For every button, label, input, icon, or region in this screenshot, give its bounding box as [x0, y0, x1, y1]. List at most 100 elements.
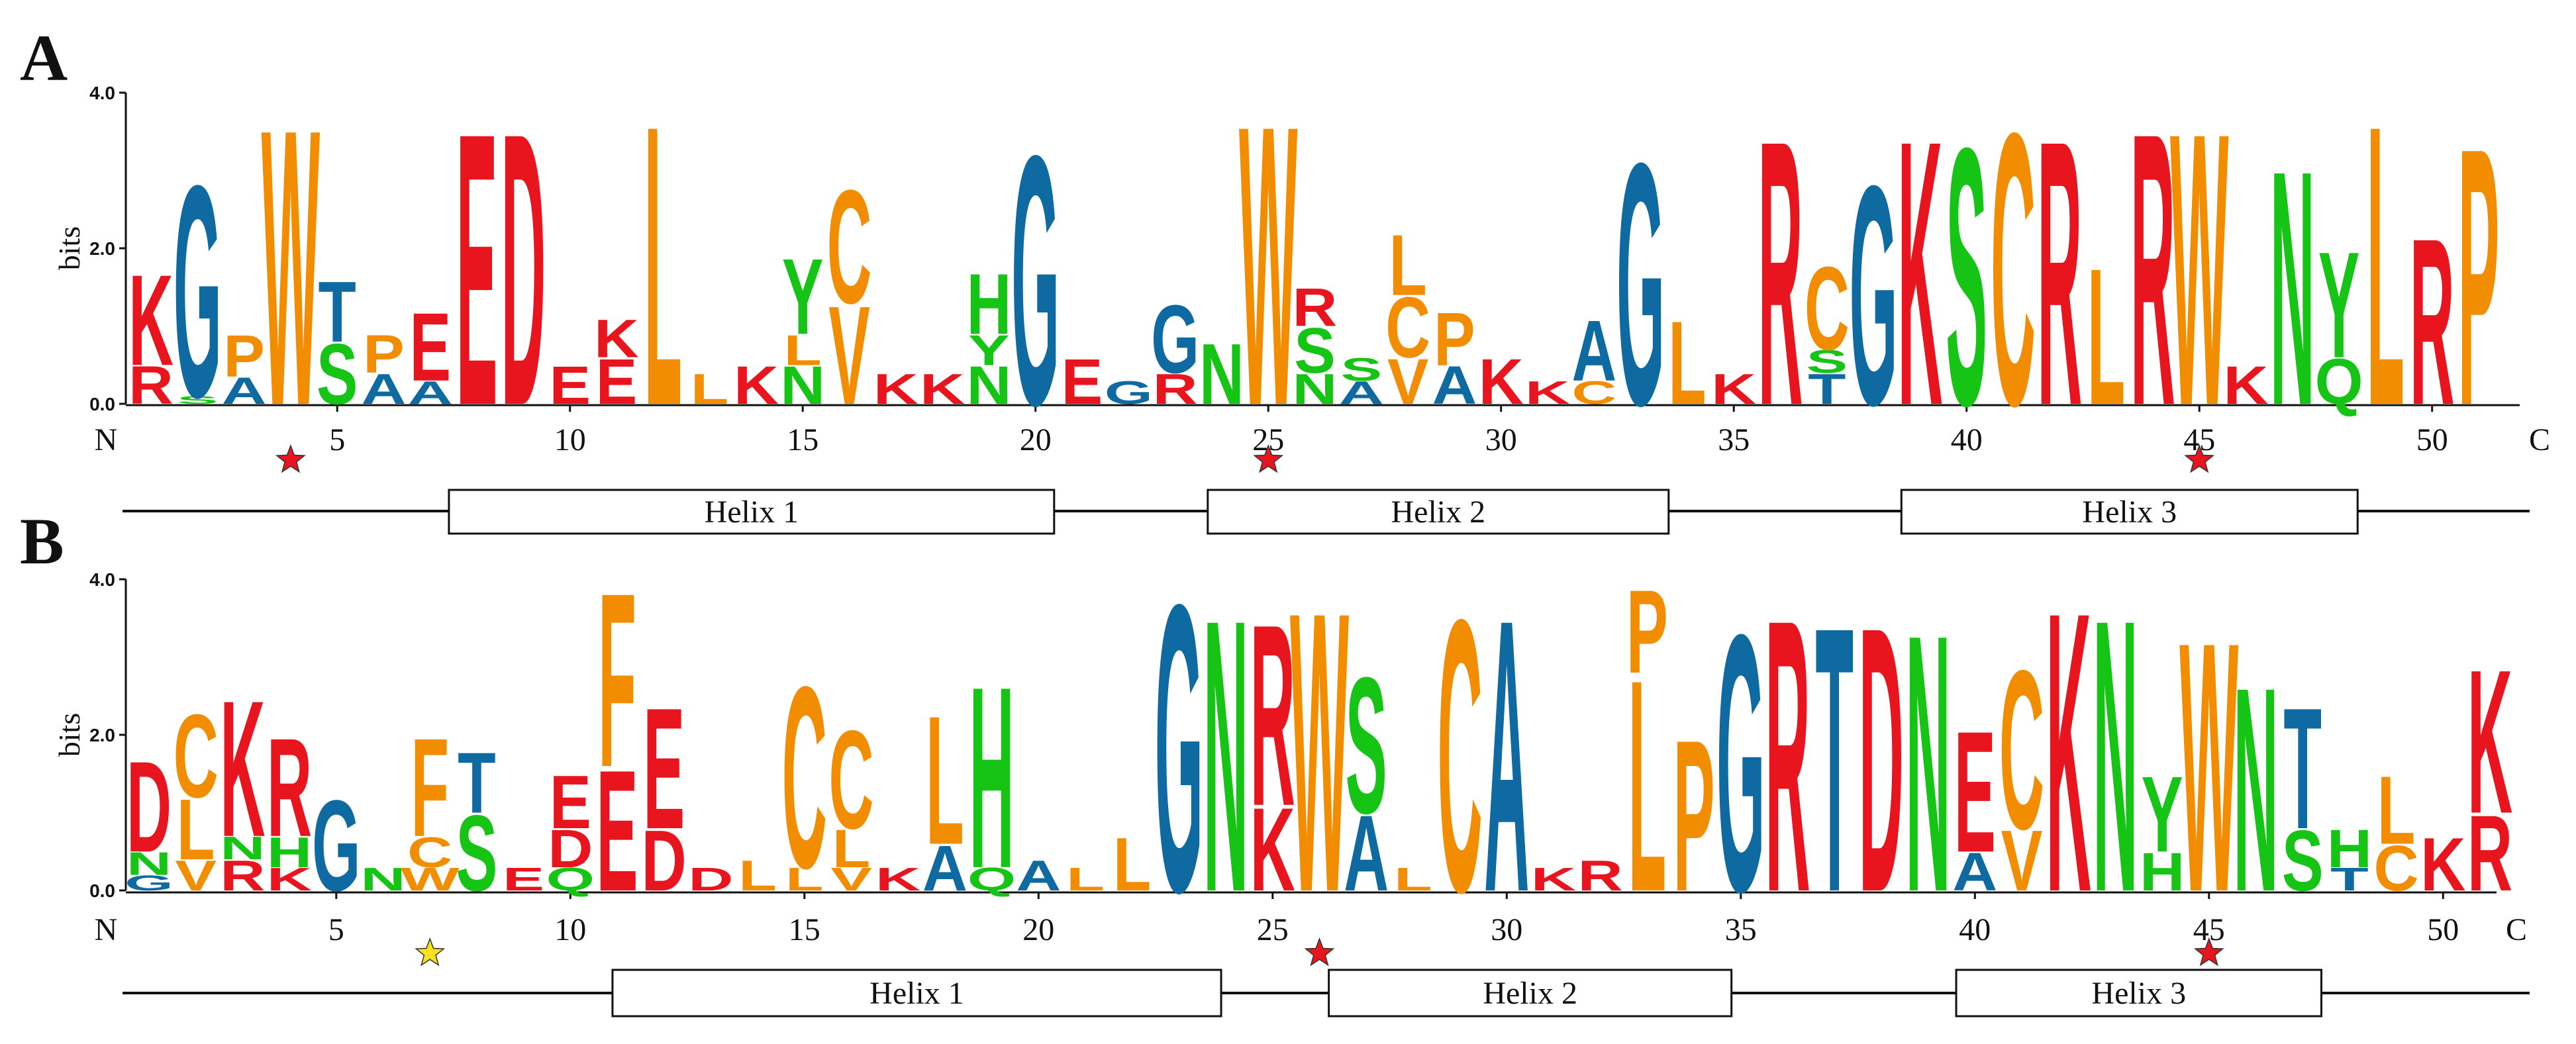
- logo-stack: RNK: [220, 661, 265, 900]
- logo-letter-l: L: [738, 852, 777, 900]
- logo-stack: N: [1906, 559, 1951, 969]
- logo-letter-n: N: [967, 355, 1012, 416]
- logo-letter-q: Q: [2315, 346, 2363, 418]
- logo-stack: NSR: [1293, 277, 1338, 413]
- x-tick-label: 10: [554, 912, 586, 947]
- logo-stack: AP: [222, 324, 267, 412]
- logo-letter-p: P: [1434, 297, 1475, 382]
- conserved-site-star: [1304, 937, 1335, 967]
- logo-letter-p: P: [363, 324, 404, 385]
- logo-stack: GND: [124, 734, 173, 895]
- logo-stack: E: [549, 355, 590, 416]
- logo-letter-l: L: [784, 326, 822, 375]
- x-tick-label: 40: [1959, 912, 1991, 947]
- logo-letter-a: A: [1484, 539, 1529, 973]
- logo-letter-s: S: [2282, 813, 2324, 910]
- logo-stack: G: [1616, 91, 1665, 477]
- logo-letter-t: T: [1815, 547, 1854, 971]
- logo-letter-p: P: [2458, 72, 2499, 482]
- logo-stack: P: [1673, 695, 1715, 936]
- logo-letter-r: R: [220, 852, 265, 900]
- logo-letter-l: L: [2367, 42, 2404, 489]
- y-tick-label: 4.0: [89, 569, 115, 590]
- logo-stack: L: [1066, 861, 1105, 898]
- logo-stack: EK: [594, 308, 639, 418]
- logo-letter-l: L: [1628, 616, 1667, 955]
- logo-letter-v: V: [830, 861, 872, 898]
- logo-stack: L: [738, 852, 777, 900]
- logo-letter-g: G: [1616, 91, 1665, 477]
- logo-letter-t: T: [1808, 365, 1846, 414]
- logo-stack: VLC: [828, 700, 873, 897]
- logo-letter-a: A: [1432, 355, 1477, 416]
- logo-stack: HY: [2140, 754, 2185, 902]
- x-tick-label: 30: [1485, 422, 1517, 457]
- logo-stack: P: [2458, 72, 2499, 482]
- y-tick-label: 0.0: [89, 880, 115, 901]
- logo-letter-s: S: [1294, 314, 1335, 387]
- logo-letter-a: A: [1571, 303, 1616, 400]
- logo-letter-w: W: [262, 48, 321, 488]
- y-tick-label: 0.0: [89, 394, 115, 414]
- logo-stack: L: [1394, 861, 1432, 898]
- conserved-site-star: [1253, 444, 1284, 473]
- logo-stack: DE: [642, 671, 687, 909]
- logo-letter-l: L: [2087, 229, 2125, 446]
- logo-stack: N: [1203, 539, 1248, 973]
- logo-letter-e: E: [550, 760, 591, 845]
- logo-letter-h: H: [267, 829, 312, 877]
- logo-letter-n: N: [2270, 102, 2315, 476]
- logo-stack: ST: [2282, 671, 2324, 909]
- logo-stack: AL: [922, 677, 967, 905]
- helix-label-2: Helix 2: [1391, 495, 1485, 530]
- logo-stack: C: [1991, 52, 2036, 487]
- logo-letter-f: F: [411, 708, 449, 866]
- logo-letter-k: K: [873, 365, 918, 414]
- logo-letter-c: C: [1991, 52, 2036, 487]
- logo-stack: R: [2410, 189, 2455, 455]
- logo-stack: K: [2420, 822, 2465, 907]
- logo-stack: C: [1438, 539, 1483, 973]
- logo-stack: CL: [2374, 756, 2419, 904]
- logo-letter-e: E: [1062, 346, 1103, 418]
- logo-stack: W: [1239, 42, 1298, 489]
- logo-letter-d: D: [501, 52, 546, 487]
- logo-letter-c: C: [2374, 832, 2419, 904]
- logo-letter-g: G: [173, 122, 222, 460]
- logo-stack: R: [1758, 61, 1803, 484]
- x-tick-label: 35: [1725, 912, 1757, 947]
- helix-box-3: [1900, 489, 2359, 535]
- logo-letter-r: R: [2467, 793, 2512, 914]
- logo-stack: LC: [782, 633, 827, 922]
- logo-stack: K: [1711, 365, 1756, 414]
- c-terminus-label: C: [2529, 422, 2550, 457]
- logo-letter-h: H: [2140, 841, 2185, 902]
- logo-stack: G: [1716, 559, 1765, 969]
- logo-letter-l: L: [926, 677, 964, 883]
- logo-stack: N: [1199, 326, 1244, 423]
- logo-stack: VC: [827, 157, 872, 434]
- helix-label-2: Helix 2: [1483, 976, 1577, 1011]
- logo-letter-f: F: [598, 541, 636, 819]
- logo-stack: S: [1946, 72, 1987, 482]
- logo-letter-a: A: [1952, 841, 1997, 902]
- logo-letter-k: K: [1525, 374, 1570, 410]
- logo-stack: W: [262, 48, 321, 488]
- x-tick-label: 35: [1718, 422, 1750, 457]
- logo-stack: E: [1062, 346, 1103, 418]
- c-terminus-label: C: [2506, 912, 2527, 947]
- logo-letter-v: V: [2001, 813, 2043, 910]
- logo-letter-v: V: [828, 277, 869, 434]
- logo-letter-c: C: [1805, 242, 1850, 375]
- logo-letter-g: G: [312, 773, 360, 918]
- logo-letter-y: Y: [2142, 754, 2183, 875]
- logo-stack: K: [1531, 861, 1576, 898]
- logo-letter-a: A: [1339, 374, 1384, 410]
- logo-letter-t: T: [2283, 671, 2322, 865]
- logo-stack: L: [644, 42, 682, 489]
- helix-box-2: [1328, 969, 1733, 1018]
- logo-letter-c: C: [827, 157, 872, 338]
- logo-stack: G: [1155, 519, 1203, 977]
